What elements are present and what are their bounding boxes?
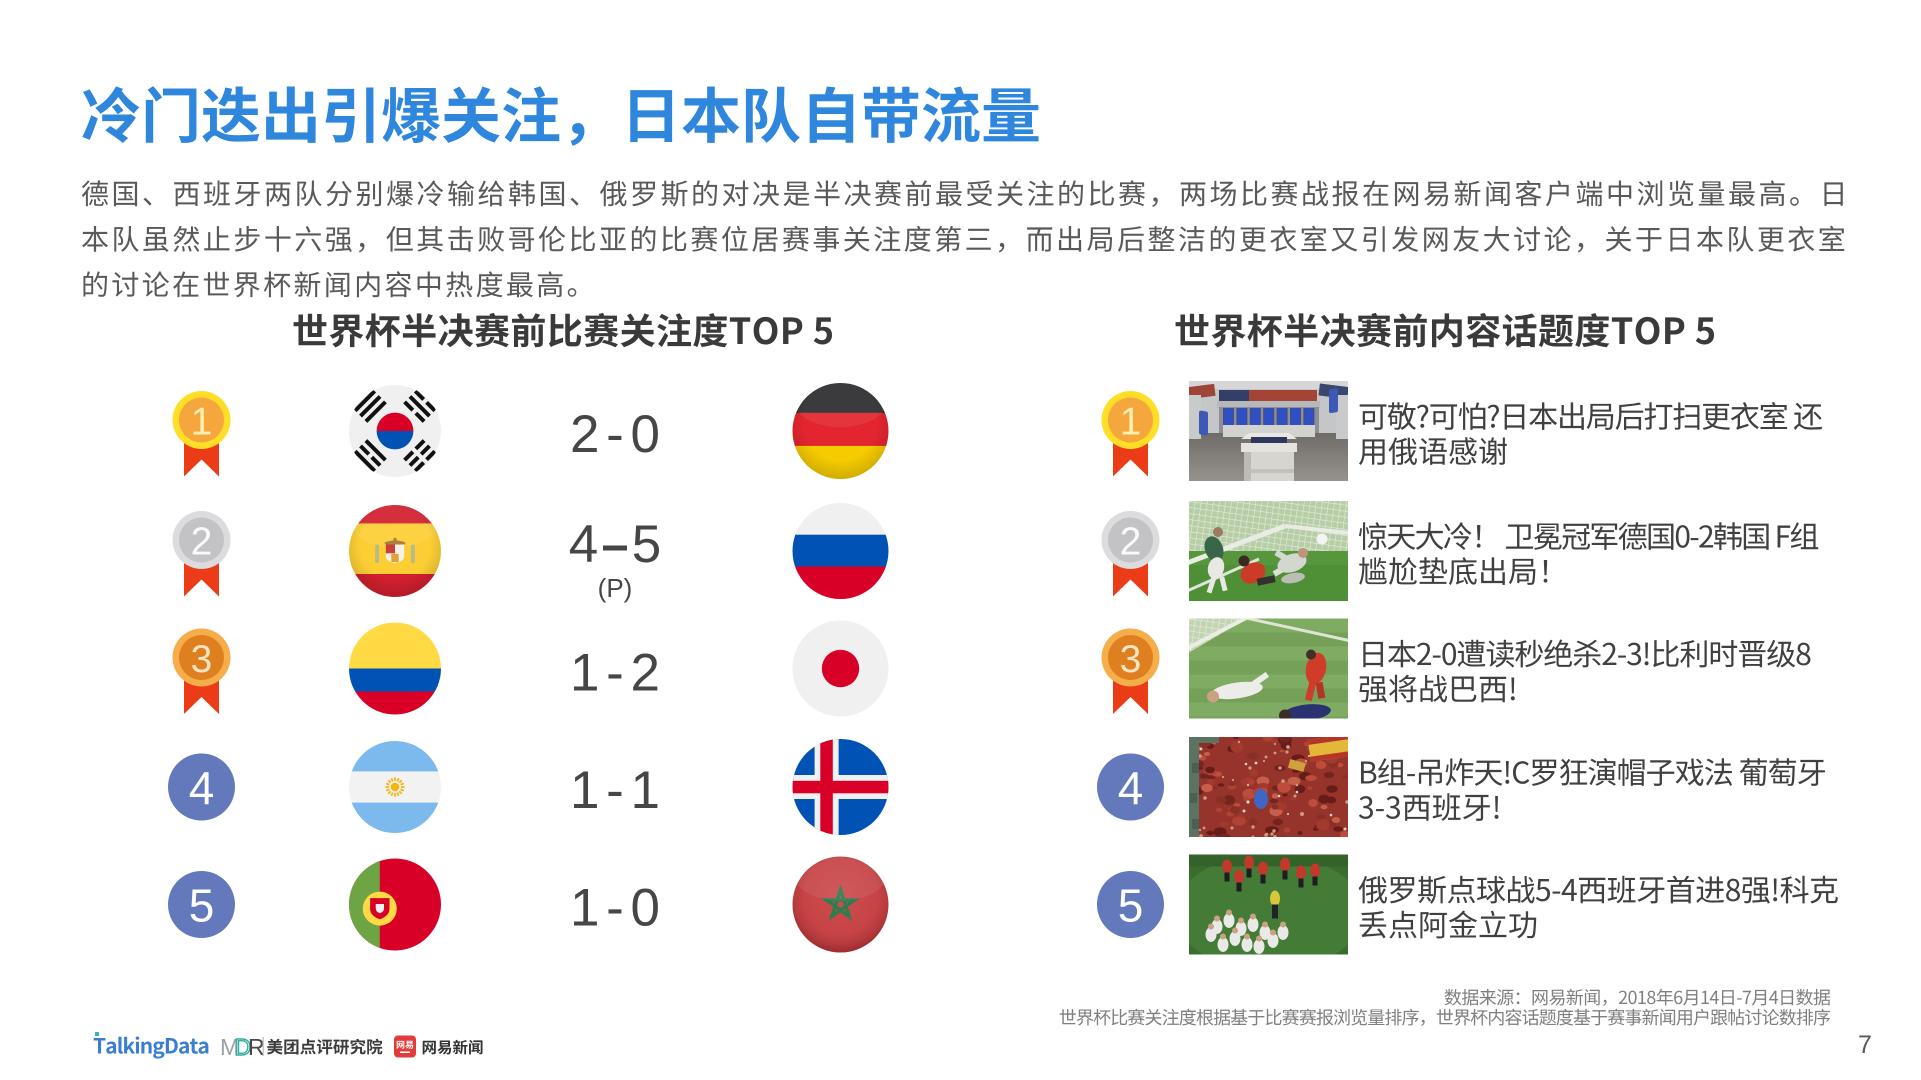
svg-text:1 - 1: 1 - 1 (570, 761, 658, 820)
svg-text:1: 1 (191, 400, 213, 443)
svg-text:3: 3 (191, 638, 213, 681)
svg-text:4: 4 (189, 762, 215, 814)
svg-text:2: 2 (191, 520, 213, 563)
svg-text:7: 7 (1858, 1031, 1872, 1059)
svg-text:5: 5 (1118, 879, 1144, 931)
svg-text:3: 3 (1120, 638, 1142, 681)
svg-text:1 - 0: 1 - 0 (570, 879, 659, 938)
svg-text:R: R (248, 1034, 265, 1060)
svg-text:1: 1 (1120, 400, 1142, 443)
svg-text:2: 2 (1120, 520, 1142, 563)
svg-text:M: M (220, 1034, 239, 1060)
svg-text:5: 5 (632, 515, 661, 574)
svg-text:(P): (P) (598, 573, 633, 603)
svg-text:4: 4 (569, 515, 598, 574)
svg-text:D: D (235, 1034, 252, 1060)
svg-text:5: 5 (189, 879, 215, 931)
svg-text:2 - 0: 2 - 0 (570, 405, 659, 464)
svg-text:4: 4 (1118, 762, 1144, 814)
svg-text:1 - 2: 1 - 2 (570, 644, 658, 703)
